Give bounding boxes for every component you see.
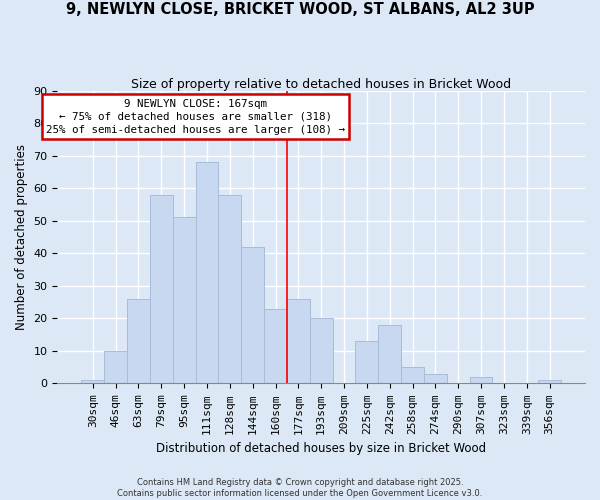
- Bar: [82, 380, 104, 384]
- Text: 9 NEWLYN CLOSE: 167sqm
← 75% of detached houses are smaller (318)
25% of semi-de: 9 NEWLYN CLOSE: 167sqm ← 75% of detached…: [46, 98, 345, 135]
- Bar: [264, 308, 287, 384]
- Title: Size of property relative to detached houses in Bricket Wood: Size of property relative to detached ho…: [131, 78, 511, 90]
- X-axis label: Distribution of detached houses by size in Bricket Wood: Distribution of detached houses by size …: [156, 442, 486, 455]
- Bar: [538, 380, 561, 384]
- Bar: [355, 341, 379, 384]
- Bar: [310, 318, 332, 384]
- Bar: [150, 194, 173, 384]
- Text: 9, NEWLYN CLOSE, BRICKET WOOD, ST ALBANS, AL2 3UP: 9, NEWLYN CLOSE, BRICKET WOOD, ST ALBANS…: [65, 2, 535, 18]
- Bar: [173, 218, 196, 384]
- Bar: [104, 351, 127, 384]
- Bar: [424, 374, 447, 384]
- Bar: [401, 367, 424, 384]
- Text: Contains HM Land Registry data © Crown copyright and database right 2025.
Contai: Contains HM Land Registry data © Crown c…: [118, 478, 482, 498]
- Bar: [379, 325, 401, 384]
- Bar: [241, 246, 264, 384]
- Bar: [470, 377, 493, 384]
- Bar: [287, 299, 310, 384]
- Bar: [127, 299, 150, 384]
- Bar: [218, 194, 241, 384]
- Bar: [196, 162, 218, 384]
- Y-axis label: Number of detached properties: Number of detached properties: [15, 144, 28, 330]
